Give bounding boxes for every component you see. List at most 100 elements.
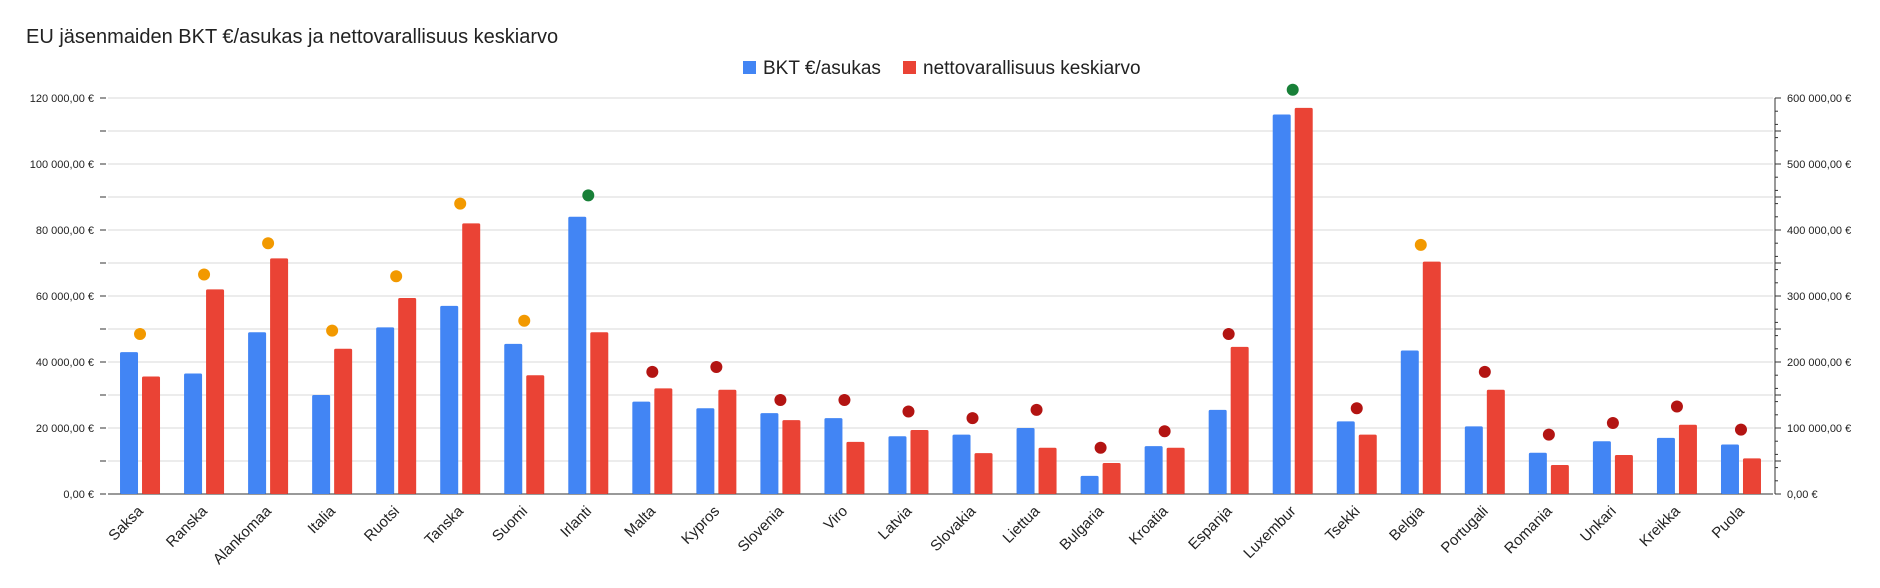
- marker-dot: [1670, 400, 1683, 413]
- x-axis-label: Tanska: [421, 502, 467, 548]
- bar-nettovarallisuus: [718, 389, 737, 494]
- marker-dot: [582, 189, 595, 202]
- x-axis-label: Saksa: [105, 502, 147, 544]
- x-axis-label: Portugali: [1438, 503, 1492, 557]
- x-axis-label: Kreikka: [1636, 502, 1684, 550]
- legend-swatch-nettovarallisuus: [903, 61, 916, 74]
- x-axis-label: Kroatia: [1126, 502, 1172, 548]
- bar-bkt: [1592, 441, 1611, 494]
- bar-nettovarallisuus: [206, 289, 225, 494]
- marker-dot: [646, 365, 659, 378]
- bar-nettovarallisuus: [526, 375, 545, 494]
- bar-nettovarallisuus: [782, 420, 801, 494]
- legend-label-bkt: BKT €/asukas: [763, 58, 881, 79]
- bar-bkt: [696, 408, 715, 494]
- bar-nettovarallisuus: [1614, 455, 1633, 494]
- right-axis-tick-label: 300 000,00 €: [1787, 291, 1851, 303]
- bar-bkt: [888, 436, 907, 494]
- bar-nettovarallisuus: [270, 258, 289, 494]
- bar-bkt: [760, 413, 779, 494]
- bar-nettovarallisuus: [974, 453, 993, 494]
- x-axis-label: Slovenia: [735, 502, 788, 555]
- bar-bkt: [184, 373, 203, 494]
- x-axis-label: Viro: [821, 503, 852, 534]
- bar-nettovarallisuus: [654, 388, 673, 494]
- bar-bkt: [120, 352, 139, 494]
- bar-bkt: [1336, 421, 1355, 494]
- x-axis-label: Malta: [621, 502, 659, 540]
- bar-nettovarallisuus: [910, 429, 929, 494]
- bar-nettovarallisuus: [462, 223, 481, 494]
- bar-bkt: [1272, 114, 1291, 494]
- bar-bkt: [504, 343, 523, 494]
- bar-bkt: [1208, 409, 1227, 494]
- marker-dot: [1734, 423, 1747, 436]
- x-axis-label: Unkari: [1577, 503, 1620, 546]
- bar-nettovarallisuus: [1166, 447, 1185, 494]
- bar-nettovarallisuus: [142, 376, 161, 494]
- bar-bkt: [1144, 446, 1163, 494]
- x-axis-label: Belgia: [1386, 502, 1428, 544]
- x-axis-label: Kypros: [678, 503, 723, 548]
- bar-nettovarallisuus: [1422, 261, 1441, 494]
- bar-bkt: [376, 327, 395, 494]
- bar-nettovarallisuus: [1102, 462, 1121, 494]
- left-axis-tick-label: 80 000,00 €: [36, 225, 94, 237]
- marker-dot: [1094, 441, 1107, 454]
- x-axis-label: Tsekki: [1322, 503, 1363, 544]
- bar-nettovarallisuus: [1742, 458, 1761, 494]
- x-axis-label: Alankomaa: [210, 502, 276, 568]
- right-axis-tick-label: 100 000,00 €: [1787, 423, 1851, 435]
- marker-dot: [1286, 83, 1299, 96]
- bar-bkt: [632, 401, 651, 494]
- left-axis-tick-label: 120 000,00 €: [30, 93, 94, 105]
- marker-dot: [1414, 238, 1427, 251]
- bar-nettovarallisuus: [398, 297, 417, 494]
- marker-dot: [198, 268, 211, 281]
- legend: BKT €/asukas nettovarallisuus keskiarvo: [743, 58, 1141, 79]
- marker-dot: [1222, 327, 1235, 340]
- right-axis-tick-label: 0,00 €: [1787, 489, 1818, 501]
- bar-nettovarallisuus: [846, 441, 865, 494]
- bar-bkt: [1080, 475, 1099, 494]
- marker-dot: [1606, 417, 1619, 430]
- x-axis-label: Luxembur: [1240, 503, 1299, 562]
- bar-bkt: [312, 395, 331, 494]
- marker-dot: [710, 360, 723, 373]
- x-axis-label: Ranska: [163, 502, 211, 550]
- right-axis-tick-label: 400 000,00 €: [1787, 225, 1851, 237]
- chart-title: EU jäsenmaiden BKT €/asukas ja nettovara…: [26, 26, 558, 48]
- dot-markers: [134, 83, 1747, 454]
- bar-nettovarallisuus: [334, 348, 353, 494]
- left-axis-tick-label: 40 000,00 €: [36, 357, 94, 369]
- marker-dot: [134, 327, 147, 340]
- x-axis-label: Latvia: [875, 502, 916, 543]
- bar-bkt: [568, 216, 587, 495]
- bar-bkt: [1464, 426, 1483, 494]
- legend-label-nettovarallisuus: nettovarallisuus keskiarvo: [923, 58, 1141, 79]
- bar-nettovarallisuus: [1486, 389, 1505, 494]
- bar-bkt: [1528, 452, 1547, 494]
- x-axis-label: Irlanti: [557, 503, 595, 541]
- marker-dot: [1350, 402, 1363, 415]
- right-y-axis: 0,00 € 100 000,00 € 200 000,00 € 300 000,00…: [1774, 93, 1851, 501]
- x-axis-label: Ruotsi: [361, 503, 403, 545]
- marker-dot: [966, 412, 979, 425]
- x-axis-label: Suomi: [489, 503, 531, 545]
- bar-bkt: [1016, 428, 1035, 494]
- right-axis-tick-label: 200 000,00 €: [1787, 357, 1851, 369]
- x-axis-label: Puola: [1709, 502, 1749, 542]
- bar-nettovarallisuus: [590, 332, 609, 494]
- x-axis-label: Bulgaria: [1056, 502, 1107, 553]
- marker-dot: [1030, 403, 1043, 416]
- marker-dot: [390, 270, 403, 283]
- bar-nettovarallisuus: [1358, 434, 1377, 494]
- marker-dot: [326, 324, 339, 337]
- marker-dot: [838, 393, 851, 406]
- bar-nettovarallisuus: [1038, 447, 1057, 494]
- x-axis-label: Liettua: [1000, 502, 1044, 546]
- left-y-axis: 0,00 € 20 000,00 € 40 000,00 € 60 000,00 € 8…: [30, 93, 106, 501]
- left-axis-tick-label: 60 000,00 €: [36, 291, 94, 303]
- marker-dot: [518, 314, 531, 327]
